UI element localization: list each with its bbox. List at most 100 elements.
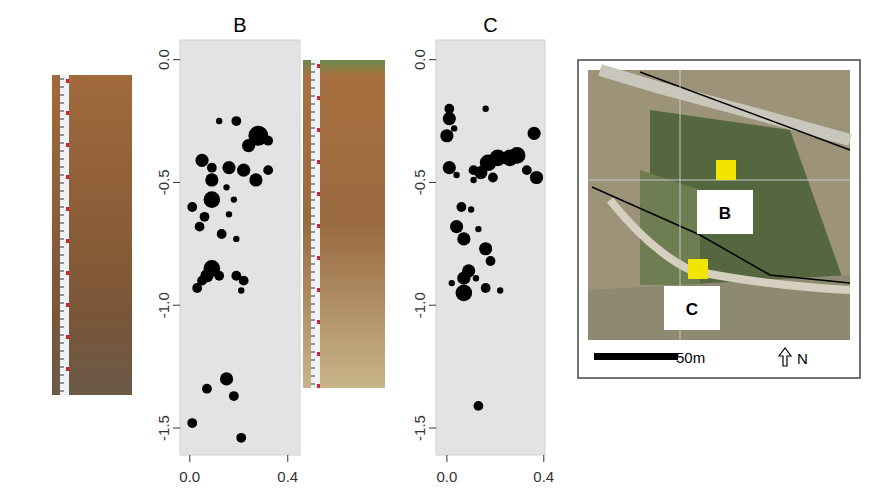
ruler-tick [311, 208, 315, 209]
ruler-mark [66, 335, 69, 339]
ruler-tick [311, 112, 315, 113]
ruler-mark [317, 192, 320, 196]
circle-point [263, 136, 273, 146]
ruler-tick [60, 343, 64, 344]
x-tick-label: 0.4 [277, 468, 298, 485]
scale-bar [594, 353, 678, 360]
y-tick-label: -1.5 [411, 415, 428, 441]
ruler-tick [60, 375, 64, 376]
ruler-tick [60, 119, 64, 120]
circle-point [473, 401, 483, 411]
panel-0: B0.0-0.5-1.0-1.50.00.4 [155, 14, 300, 485]
ruler-tick [311, 360, 315, 361]
ruler-tick [311, 104, 315, 105]
circle-point [509, 147, 526, 164]
ruler-tick [60, 231, 64, 232]
aerial-ground [588, 70, 850, 340]
ruler-tick [311, 384, 315, 385]
ruler-tick [311, 320, 315, 321]
ruler-mark [66, 303, 69, 307]
ruler-tick [311, 192, 315, 193]
circle-point [482, 106, 488, 112]
ruler-tick [311, 96, 315, 97]
x-tick-label: 0.4 [533, 468, 554, 485]
ruler-tick [60, 167, 64, 168]
ruler-tick [60, 191, 64, 192]
ruler-tick [311, 312, 315, 313]
y-tick [429, 427, 436, 428]
ruler-tick [60, 319, 64, 320]
ruler-tick [60, 87, 64, 88]
circle-point [202, 384, 212, 394]
ruler-tick [60, 263, 64, 264]
ruler-mark [317, 384, 320, 388]
circle-point [457, 232, 470, 245]
ruler-mark [317, 96, 320, 100]
y-tick [429, 182, 436, 183]
y-tick-label: -1.0 [155, 292, 172, 318]
map-frame [578, 60, 860, 378]
ruler-tick [311, 368, 315, 369]
ruler-tick [311, 248, 315, 249]
ruler-mark [317, 64, 320, 68]
ruler-tick [311, 120, 315, 121]
ruler-tick [311, 272, 315, 273]
x-tick-label: 0.0 [179, 468, 200, 485]
ruler-tick [60, 183, 64, 184]
ruler-tick [60, 271, 64, 272]
circle-point [239, 276, 249, 286]
circle-point [457, 202, 467, 212]
ruler-tick [311, 128, 315, 129]
ruler-tick [311, 264, 315, 265]
x-tick [287, 455, 288, 462]
x-tick [446, 455, 447, 462]
ruler-tick [60, 239, 64, 240]
circle-point [528, 127, 541, 140]
ruler-tick [311, 288, 315, 289]
circle-point [453, 172, 459, 178]
ruler-tick [60, 159, 64, 160]
circle-point [481, 283, 491, 293]
ruler-tick [311, 200, 315, 201]
ruler-tick [311, 72, 315, 73]
circle-point [497, 287, 503, 293]
soil-photo [52, 75, 132, 395]
ruler-mark [66, 79, 69, 83]
circle-point [468, 206, 474, 212]
y-tick-label: 0.0 [411, 49, 428, 70]
ruler-tick [311, 336, 315, 337]
ruler-mark [317, 352, 320, 356]
circle-point [187, 418, 197, 428]
ruler-mark [317, 128, 320, 132]
circle-point [204, 191, 221, 208]
ruler-mark [66, 207, 69, 211]
ruler-tick [311, 376, 315, 377]
ruler-tick [311, 88, 315, 89]
y-tick-label: -0.5 [155, 169, 172, 195]
ruler-tick [60, 335, 64, 336]
track [610, 200, 850, 290]
ruler-tick [311, 344, 315, 345]
circle-point [450, 220, 463, 233]
ruler-tick [311, 64, 315, 65]
circle-point [195, 222, 205, 232]
circle-point [473, 275, 479, 281]
y-tick [173, 182, 180, 183]
ruler-mark [66, 175, 69, 179]
circle-point [479, 242, 492, 255]
circle-point [200, 212, 210, 222]
ruler-tick [311, 152, 315, 153]
ruler-tick [60, 287, 64, 288]
ruler-mark [66, 271, 69, 275]
x-tick [543, 455, 544, 462]
ruler-tick [311, 136, 315, 137]
site-label-box [664, 286, 720, 330]
ruler-tick [60, 135, 64, 136]
circle-point [233, 236, 239, 242]
circle-point [207, 163, 217, 173]
ruler-tick [60, 143, 64, 144]
ruler-tick [60, 247, 64, 248]
circle-point [242, 139, 255, 152]
circle-point [217, 229, 227, 239]
ruler-tick [60, 79, 64, 80]
